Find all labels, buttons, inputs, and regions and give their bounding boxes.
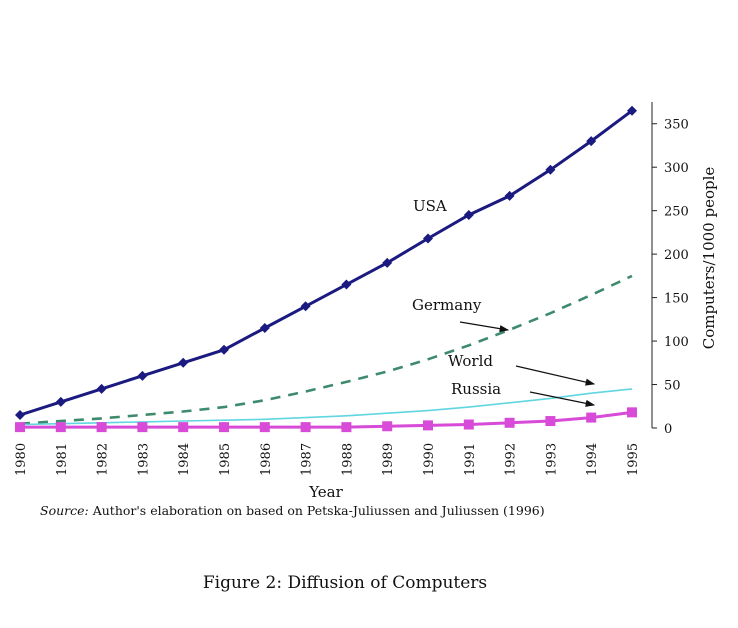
y-tick-label: 250: [664, 205, 689, 220]
data-point-russia: [463, 419, 474, 430]
series-label-usa: USA: [413, 197, 447, 215]
y-axis-label: Computers/1000 people: [700, 167, 718, 350]
data-point-usa: [178, 357, 189, 368]
data-point-usa: [259, 323, 270, 334]
data-point-russia: [545, 416, 556, 427]
y-tick-label: 350: [664, 118, 689, 133]
x-tick-label: 1993: [544, 443, 559, 476]
data-point-russia: [586, 412, 597, 423]
data-point-russia: [96, 422, 107, 433]
data-point-usa: [96, 383, 107, 394]
data-point-russia: [341, 422, 352, 433]
data-point-russia: [300, 422, 311, 433]
data-point-russia: [382, 421, 393, 432]
data-point-russia: [219, 422, 229, 433]
y-tick-label: 0: [664, 422, 672, 437]
series-line-world: [19, 388, 633, 426]
data-point-usa: [545, 164, 556, 175]
source-label: Source:: [40, 503, 89, 518]
data-point-usa: [219, 344, 229, 355]
series-label-germany: Germany: [412, 296, 482, 314]
x-tick-label: 1990: [422, 443, 437, 476]
data-point-usa: [137, 370, 148, 381]
data-point-usa: [300, 301, 311, 312]
x-tick-label: 1994: [585, 443, 600, 476]
series-line-usa: [19, 109, 633, 417]
data-point-usa: [463, 210, 474, 221]
x-tick-label: 1986: [259, 443, 274, 476]
plot-lines: [15, 105, 637, 433]
data-point-usa: [586, 136, 597, 147]
series-line-russia: [20, 410, 633, 429]
source-text: Author's elaboration on based on Petska-…: [92, 503, 545, 518]
x-tick-label: 1982: [96, 443, 111, 476]
figure-caption: Figure 2: Diffusion of Computers: [202, 573, 488, 593]
data-point-usa: [423, 233, 433, 244]
x-tick-label: 1991: [463, 443, 478, 476]
annotation-arrow-germany: [459, 321, 510, 333]
data-point-usa: [504, 190, 515, 201]
data-point-usa: [627, 105, 637, 116]
data-point-usa: [15, 409, 25, 420]
x-tick-label: 1987: [300, 443, 315, 476]
data-point-russia: [15, 422, 25, 433]
y-tick-label: 100: [664, 335, 689, 350]
data-point-russia: [259, 422, 270, 433]
data-point-russia: [423, 420, 433, 431]
y-tick-label: 300: [664, 161, 689, 176]
data-point-usa: [341, 279, 352, 290]
series-label-world: World: [448, 352, 493, 370]
x-axis-ticks: 1980 1981 1982 1983 1984 1985 1986 1987 1988 1989…: [14, 443, 641, 476]
data-point-usa: [55, 396, 66, 407]
series-annotations: USA Germany World Russia: [412, 197, 596, 407]
series-label-russia: Russia: [451, 380, 501, 398]
x-axis-label: Year: [308, 483, 343, 501]
x-tick-label: 1984: [177, 443, 192, 476]
data-point-russia: [178, 422, 189, 433]
source-note: Source: Author's elaboration on based on…: [40, 503, 545, 518]
x-tick-label: 1983: [136, 443, 151, 476]
data-point-russia: [504, 417, 515, 428]
y-tick-label: 150: [664, 292, 689, 307]
data-point-usa: [382, 257, 393, 268]
x-tick-label: 1981: [55, 443, 70, 476]
series-line-germany: [19, 274, 633, 425]
x-tick-label: 1988: [340, 443, 355, 476]
annotation-arrow-world: [515, 365, 596, 386]
x-tick-label: 1992: [504, 443, 519, 476]
y-axis-ticks: 0 50 100 150 200 250 300 350: [652, 118, 689, 437]
x-tick-label: 1985: [218, 443, 233, 476]
x-tick-label: 1980: [14, 443, 29, 476]
data-point-russia: [55, 422, 66, 433]
annotation-arrow-russia: [529, 391, 596, 407]
data-point-russia: [627, 407, 637, 418]
x-tick-label: 1995: [626, 443, 641, 476]
x-tick-label: 1989: [381, 443, 396, 476]
y-tick-label: 200: [664, 248, 689, 263]
y-tick-label: 50: [664, 379, 681, 394]
data-point-russia: [137, 422, 148, 433]
